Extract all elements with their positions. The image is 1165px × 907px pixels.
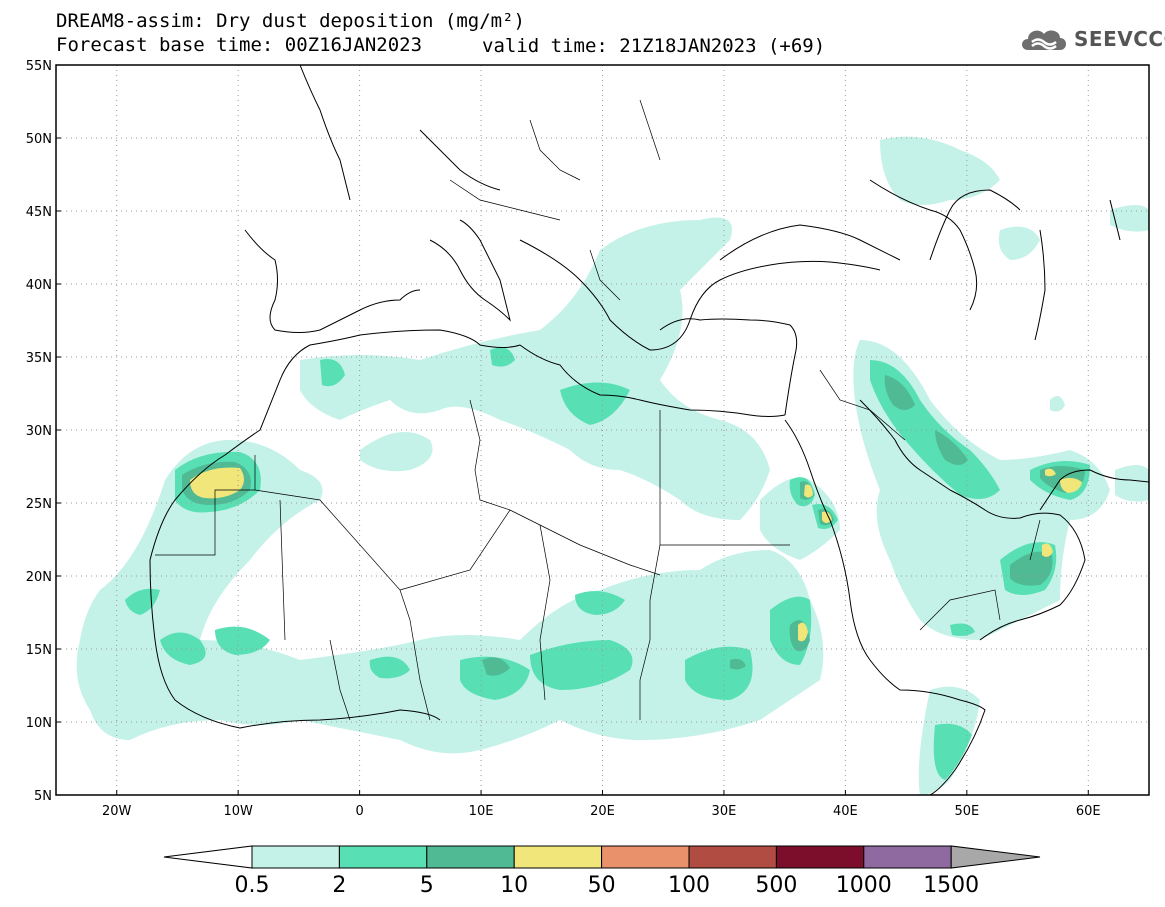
colorbar-label: 0.5: [235, 873, 270, 898]
lon-tick-label: 10W: [223, 804, 253, 819]
lat-tick-label: 25N: [26, 497, 52, 512]
country-borders: [155, 99, 1041, 721]
colorbar-label: 500: [755, 873, 797, 898]
lon-tick-label: 20E: [590, 804, 615, 819]
longitude-labels: 20W 10W 0 10E 20E 30E 40E 50E 60E: [102, 790, 1101, 819]
lon-tick-label: 30E: [712, 804, 737, 819]
colorbar-label: 100: [668, 873, 710, 898]
colorbar-label: 5: [420, 873, 434, 898]
lat-tick-label: 35N: [26, 351, 52, 366]
colorbar-label: 1500: [923, 873, 979, 898]
colorbar-segment: [251, 845, 340, 869]
colorbar-segment: [863, 845, 952, 869]
colorbar-segment: [688, 845, 777, 869]
lat-tick-label: 45N: [26, 205, 52, 220]
lat-tick-label: 55N: [26, 59, 52, 74]
lat-tick-label: 50N: [26, 132, 52, 147]
lat-tick-label: 40N: [26, 278, 52, 293]
grid: [56, 65, 1149, 795]
lon-tick-label: 0: [355, 804, 363, 819]
lon-tick-label: 20W: [102, 804, 132, 819]
lat-tick-label: 30N: [26, 424, 52, 439]
logo-text: SEEVCCC: [1074, 27, 1165, 51]
lon-tick-label: 10E: [469, 804, 494, 819]
lon-tick-label: 60E: [1076, 804, 1101, 819]
colorbar-extend-high: [950, 845, 1041, 869]
colorbar-segment: [601, 845, 690, 869]
seevccc-logo: SEEVCCC: [1018, 24, 1165, 54]
colorbar-label: 2: [332, 873, 346, 898]
lon-tick-label: 40E: [833, 804, 858, 819]
colorbar-label: 1000: [836, 873, 892, 898]
colorbar-segment: [426, 845, 515, 869]
latitude-labels: 55N 50N 45N 40N 35N 30N 25N 20N 15N 10N 5N: [26, 59, 61, 804]
deposition-fields: [76, 136, 1149, 795]
valid-time: valid time: 21Z18JAN2023 (+69): [482, 35, 826, 57]
forecast-base-time: Forecast base time: 00Z16JAN2023: [56, 34, 423, 56]
lat-tick-label: 5N: [34, 789, 52, 804]
colorbar-segment: [775, 845, 865, 869]
map-title: DREAM8-assim: Dry dust deposition (mg/m²…: [56, 10, 525, 32]
lat-tick-label: 10N: [26, 716, 52, 731]
lon-tick-label: 50E: [954, 804, 979, 819]
lat-tick-label: 15N: [26, 643, 52, 658]
level-10-regions: [190, 467, 1082, 642]
lat-tick-label: 20N: [26, 570, 52, 585]
colorbar-extend-low: [163, 845, 253, 869]
colorbar-label: 10: [500, 873, 528, 898]
cloud-icon: [1022, 30, 1066, 50]
colorbar-segment: [513, 845, 603, 869]
colorbar: 0.5 2 5 10 50 100 500 1000 1500: [163, 845, 1041, 898]
colorbar-segment: [338, 845, 428, 869]
colorbar-label: 50: [588, 873, 616, 898]
coastlines: [149, 65, 1149, 795]
